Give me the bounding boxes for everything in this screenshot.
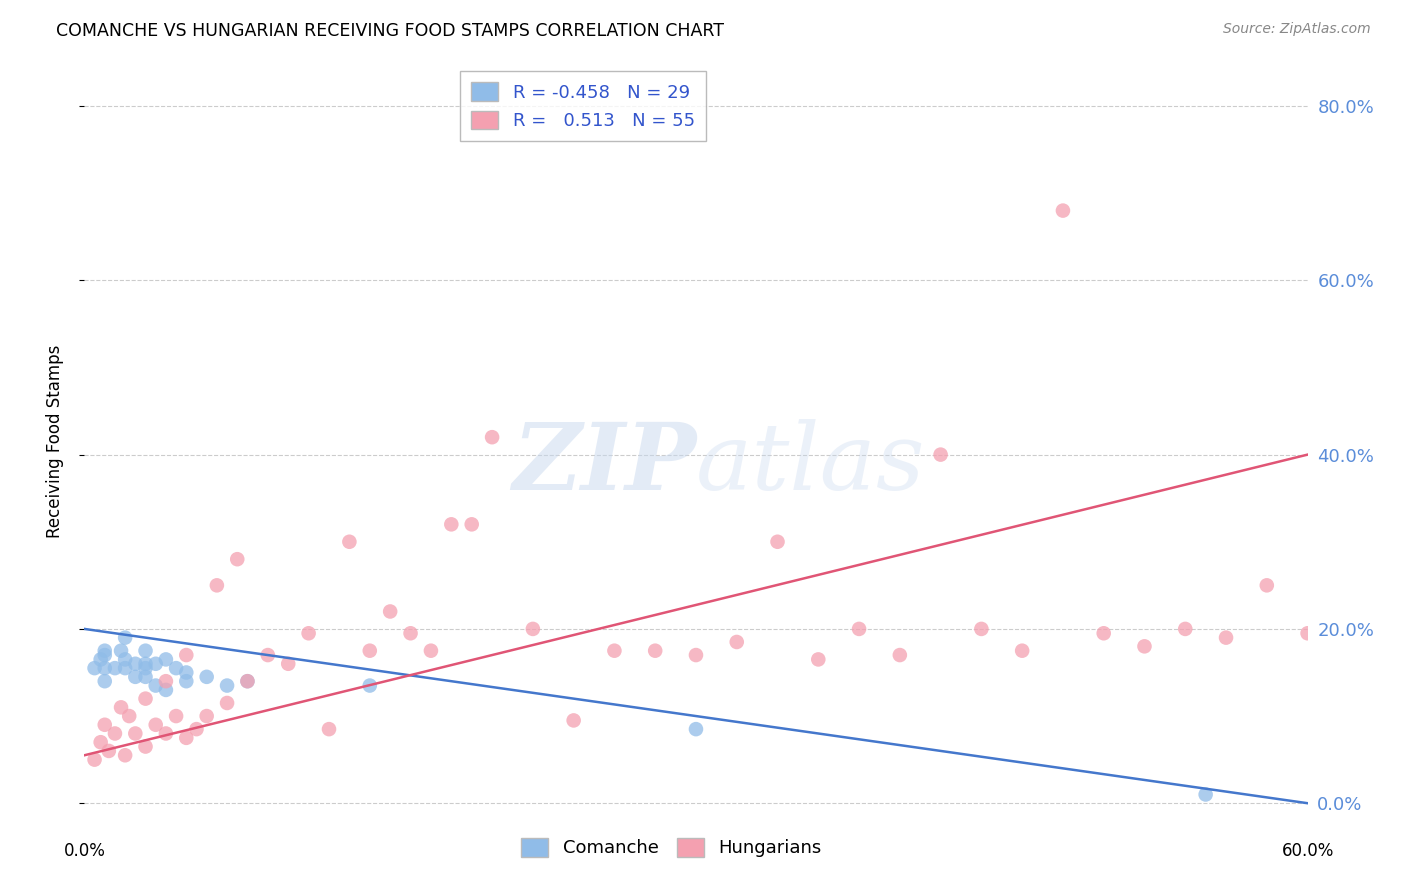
Point [114, 748, 136, 763]
Point [124, 657, 146, 671]
Point [1174, 622, 1197, 636]
Point [93, 674, 115, 689]
Point [359, 643, 381, 657]
Point [461, 517, 484, 532]
Point [807, 652, 830, 666]
Point [970, 622, 993, 636]
Point [135, 661, 157, 675]
Point [562, 714, 585, 728]
Point [174, 665, 197, 680]
Text: atlas: atlas [696, 419, 925, 509]
Point [83, 753, 105, 767]
Point [277, 657, 299, 671]
Point [257, 648, 280, 662]
Text: Source: ZipAtlas.com: Source: ZipAtlas.com [1223, 22, 1371, 37]
Point [93, 643, 115, 657]
Point [1256, 578, 1278, 592]
Point [145, 657, 167, 671]
Point [174, 674, 197, 689]
Point [1215, 631, 1237, 645]
Point [522, 622, 544, 636]
Point [110, 700, 132, 714]
Point [298, 626, 321, 640]
Point [93, 718, 115, 732]
Point [1195, 788, 1218, 802]
Point [104, 661, 127, 675]
Point [685, 722, 707, 736]
Point [359, 679, 381, 693]
Point [124, 726, 146, 740]
Y-axis label: Receiving Food Stamps: Receiving Food Stamps [45, 345, 63, 538]
Point [380, 605, 402, 619]
Point [318, 722, 340, 736]
Point [440, 517, 463, 532]
Point [90, 652, 112, 666]
Point [155, 652, 177, 666]
Point [124, 670, 146, 684]
Point [725, 635, 748, 649]
Point [1133, 640, 1156, 654]
Point [135, 739, 157, 754]
Point [165, 661, 187, 675]
Point [145, 718, 167, 732]
Point [848, 622, 870, 636]
Point [481, 430, 503, 444]
Point [685, 648, 707, 662]
Point [145, 679, 167, 693]
Text: ZIP: ZIP [512, 419, 696, 509]
Point [1011, 643, 1033, 657]
Point [195, 670, 218, 684]
Point [399, 626, 422, 640]
Point [217, 696, 239, 710]
Point [929, 448, 952, 462]
Point [205, 578, 228, 592]
Point [135, 670, 157, 684]
Point [104, 726, 127, 740]
Point [1296, 626, 1319, 640]
Point [114, 661, 136, 675]
Point [889, 648, 911, 662]
Point [236, 674, 259, 689]
Point [420, 643, 443, 657]
Text: COMANCHE VS HUNGARIAN RECEIVING FOOD STAMPS CORRELATION CHART: COMANCHE VS HUNGARIAN RECEIVING FOOD STA… [56, 22, 724, 40]
Point [155, 674, 177, 689]
Point [766, 534, 789, 549]
Point [93, 661, 115, 675]
Point [155, 726, 177, 740]
Point [90, 735, 112, 749]
Point [165, 709, 187, 723]
Point [236, 674, 259, 689]
Point [339, 534, 361, 549]
Point [114, 631, 136, 645]
Point [186, 722, 208, 736]
Point [217, 679, 239, 693]
Text: 0.0%: 0.0% [63, 842, 105, 861]
Point [93, 648, 115, 662]
Point [174, 648, 197, 662]
Point [110, 643, 132, 657]
Point [83, 661, 105, 675]
Point [226, 552, 249, 566]
Point [97, 744, 120, 758]
Point [644, 643, 666, 657]
Point [155, 682, 177, 697]
Point [135, 657, 157, 671]
Point [195, 709, 218, 723]
Point [603, 643, 626, 657]
Point [118, 709, 141, 723]
Point [135, 691, 157, 706]
Legend: Comanche, Hungarians: Comanche, Hungarians [515, 830, 830, 864]
Point [1052, 203, 1074, 218]
Text: 60.0%: 60.0% [1281, 842, 1334, 861]
Point [174, 731, 197, 745]
Point [114, 652, 136, 666]
Point [135, 643, 157, 657]
Point [1092, 626, 1115, 640]
